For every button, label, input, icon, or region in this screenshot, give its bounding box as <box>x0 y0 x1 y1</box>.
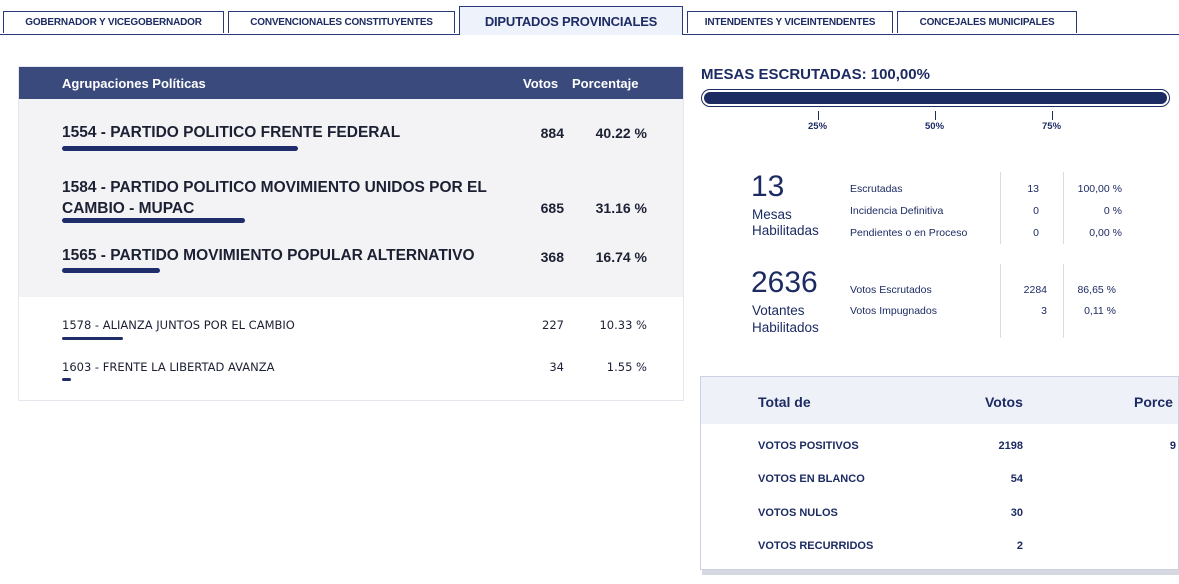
mesas-habilitadas-label: Habilitadas <box>752 223 819 238</box>
party-name: 1554 - PARTIDO POLITICO FRENTE FEDERAL <box>62 124 401 141</box>
party-share-bar <box>62 268 160 273</box>
header-party: Agrupaciones Políticas <box>62 76 206 91</box>
totals-header: Total de Votos Porce <box>701 377 1178 424</box>
party-percent: 31.16 % <box>595 200 647 216</box>
totals-row-percent: 9 <box>1169 440 1176 452</box>
mesas-escrutadas-title: MESAS ESCRUTADAS: 100,00% <box>701 66 930 83</box>
mesas-habilitadas-label: Mesas <box>752 207 792 222</box>
votantes-habilitados-label: Votantes <box>752 303 805 318</box>
party-votes: 34 <box>549 360 564 374</box>
party-percent: 16.74 % <box>595 249 647 265</box>
tick-label-50: 50% <box>925 121 945 132</box>
divider <box>1063 264 1064 338</box>
stat-percent: 0,00 % <box>1089 227 1122 239</box>
totals-row-label: VOTOS EN BLANCO <box>758 473 865 485</box>
party-percent: 10.33 % <box>599 318 647 332</box>
party-name: 1603 - FRENTE LA LIBERTAD AVANZA <box>62 360 275 374</box>
mesas-habilitadas-count: 13 <box>751 170 785 203</box>
divider <box>1063 172 1064 244</box>
party-percent: 40.22 % <box>595 125 647 141</box>
tab-intendentes[interactable]: INTENDENTES Y VICEINTENDENTES <box>687 11 893 33</box>
results-panel: Agrupaciones Políticas Votos Porcentaje … <box>18 66 684 401</box>
top-results: 1554 - PARTIDO POLITICO FRENTE FEDERAL 8… <box>19 99 683 297</box>
stat-percent: 86,65 % <box>1077 284 1116 296</box>
election-tabs: GOBERNADOR Y VICEGOBERNADOR CONVENCIONAL… <box>0 0 1179 35</box>
totals-row-label: VOTOS POSITIVOS <box>758 440 859 452</box>
party-name: 1578 - ALIANZA JUNTOS POR EL CAMBIO <box>62 318 295 332</box>
divider <box>1000 264 1001 338</box>
stat-count: 0 <box>1033 227 1039 239</box>
stat-count: 0 <box>1033 205 1039 217</box>
stat-label: Votos Impugnados <box>850 305 937 317</box>
progress-tick <box>818 111 819 120</box>
totals-row-votes: 2198 <box>998 440 1023 452</box>
party-percent: 1.55 % <box>606 360 647 374</box>
tab-diputados[interactable]: DIPUTADOS PROVINCIALES <box>459 6 683 35</box>
totals-scrollbar[interactable] <box>702 570 1179 575</box>
header-votes: Votos <box>523 76 559 91</box>
header-percent: Porce <box>1134 394 1173 410</box>
results-header: Agrupaciones Políticas Votos Porcentaje <box>19 67 683 99</box>
party-votes: 685 <box>540 200 564 216</box>
party-votes: 368 <box>540 249 564 265</box>
stat-label: Escrutadas <box>850 183 903 195</box>
party-name: 1565 - PARTIDO MOVIMIENTO POPULAR ALTERN… <box>62 247 475 264</box>
votantes-habilitados-label: Habilitados <box>752 320 819 335</box>
tick-label-75: 75% <box>1042 121 1062 132</box>
progress-tick <box>1052 111 1053 120</box>
header-total: Total de <box>758 394 811 410</box>
votantes-habilitados-count: 2636 <box>751 266 818 299</box>
totals-row-label: VOTOS NULOS <box>758 507 838 519</box>
progress-tick <box>935 111 936 120</box>
party-share-bar <box>62 337 123 340</box>
totals-row-label: VOTOS RECURRIDOS <box>758 540 874 552</box>
totals-row-votes: 2 <box>1016 540 1023 552</box>
header-votes: Votos <box>985 394 1023 410</box>
stat-percent: 100,00 % <box>1077 183 1122 195</box>
totals-row-votes: 54 <box>1010 473 1023 485</box>
totals-row-votes: 30 <box>1010 507 1023 519</box>
stat-label: Votos Escrutados <box>850 284 932 296</box>
tab-convencionales[interactable]: CONVENCIONALES CONSTITUYENTES <box>228 11 455 33</box>
stat-percent: 0 % <box>1103 205 1122 217</box>
party-share-bar <box>62 218 245 223</box>
party-votes: 227 <box>542 318 564 332</box>
stat-count: 2284 <box>1023 284 1047 296</box>
header-percent: Porcentaje <box>572 76 639 91</box>
stat-label: Pendientes o en Proceso <box>850 227 968 239</box>
stat-count: 3 <box>1041 305 1047 317</box>
tab-gobernador[interactable]: GOBERNADOR Y VICEGOBERNADOR <box>3 11 224 33</box>
stat-label: Incidencia Definitiva <box>850 205 944 217</box>
divider <box>1000 172 1001 244</box>
party-share-bar <box>62 378 71 381</box>
party-share-bar <box>62 146 298 151</box>
party-name: 1584 - PARTIDO POLITICO MOVIMIENTO UNIDO… <box>62 179 487 217</box>
tab-concejales[interactable]: CONCEJALES MUNICIPALES <box>897 11 1077 33</box>
party-votes: 884 <box>540 125 564 141</box>
mesas-progress-bar <box>701 89 1170 107</box>
tick-label-25: 25% <box>808 121 828 132</box>
stat-count: 13 <box>1027 183 1039 195</box>
mesas-progress-fill <box>704 92 1167 104</box>
stat-percent: 0,11 % <box>1084 305 1116 317</box>
totals-table: Total de Votos Porce VOTOS POSITIVOS 219… <box>700 376 1179 570</box>
